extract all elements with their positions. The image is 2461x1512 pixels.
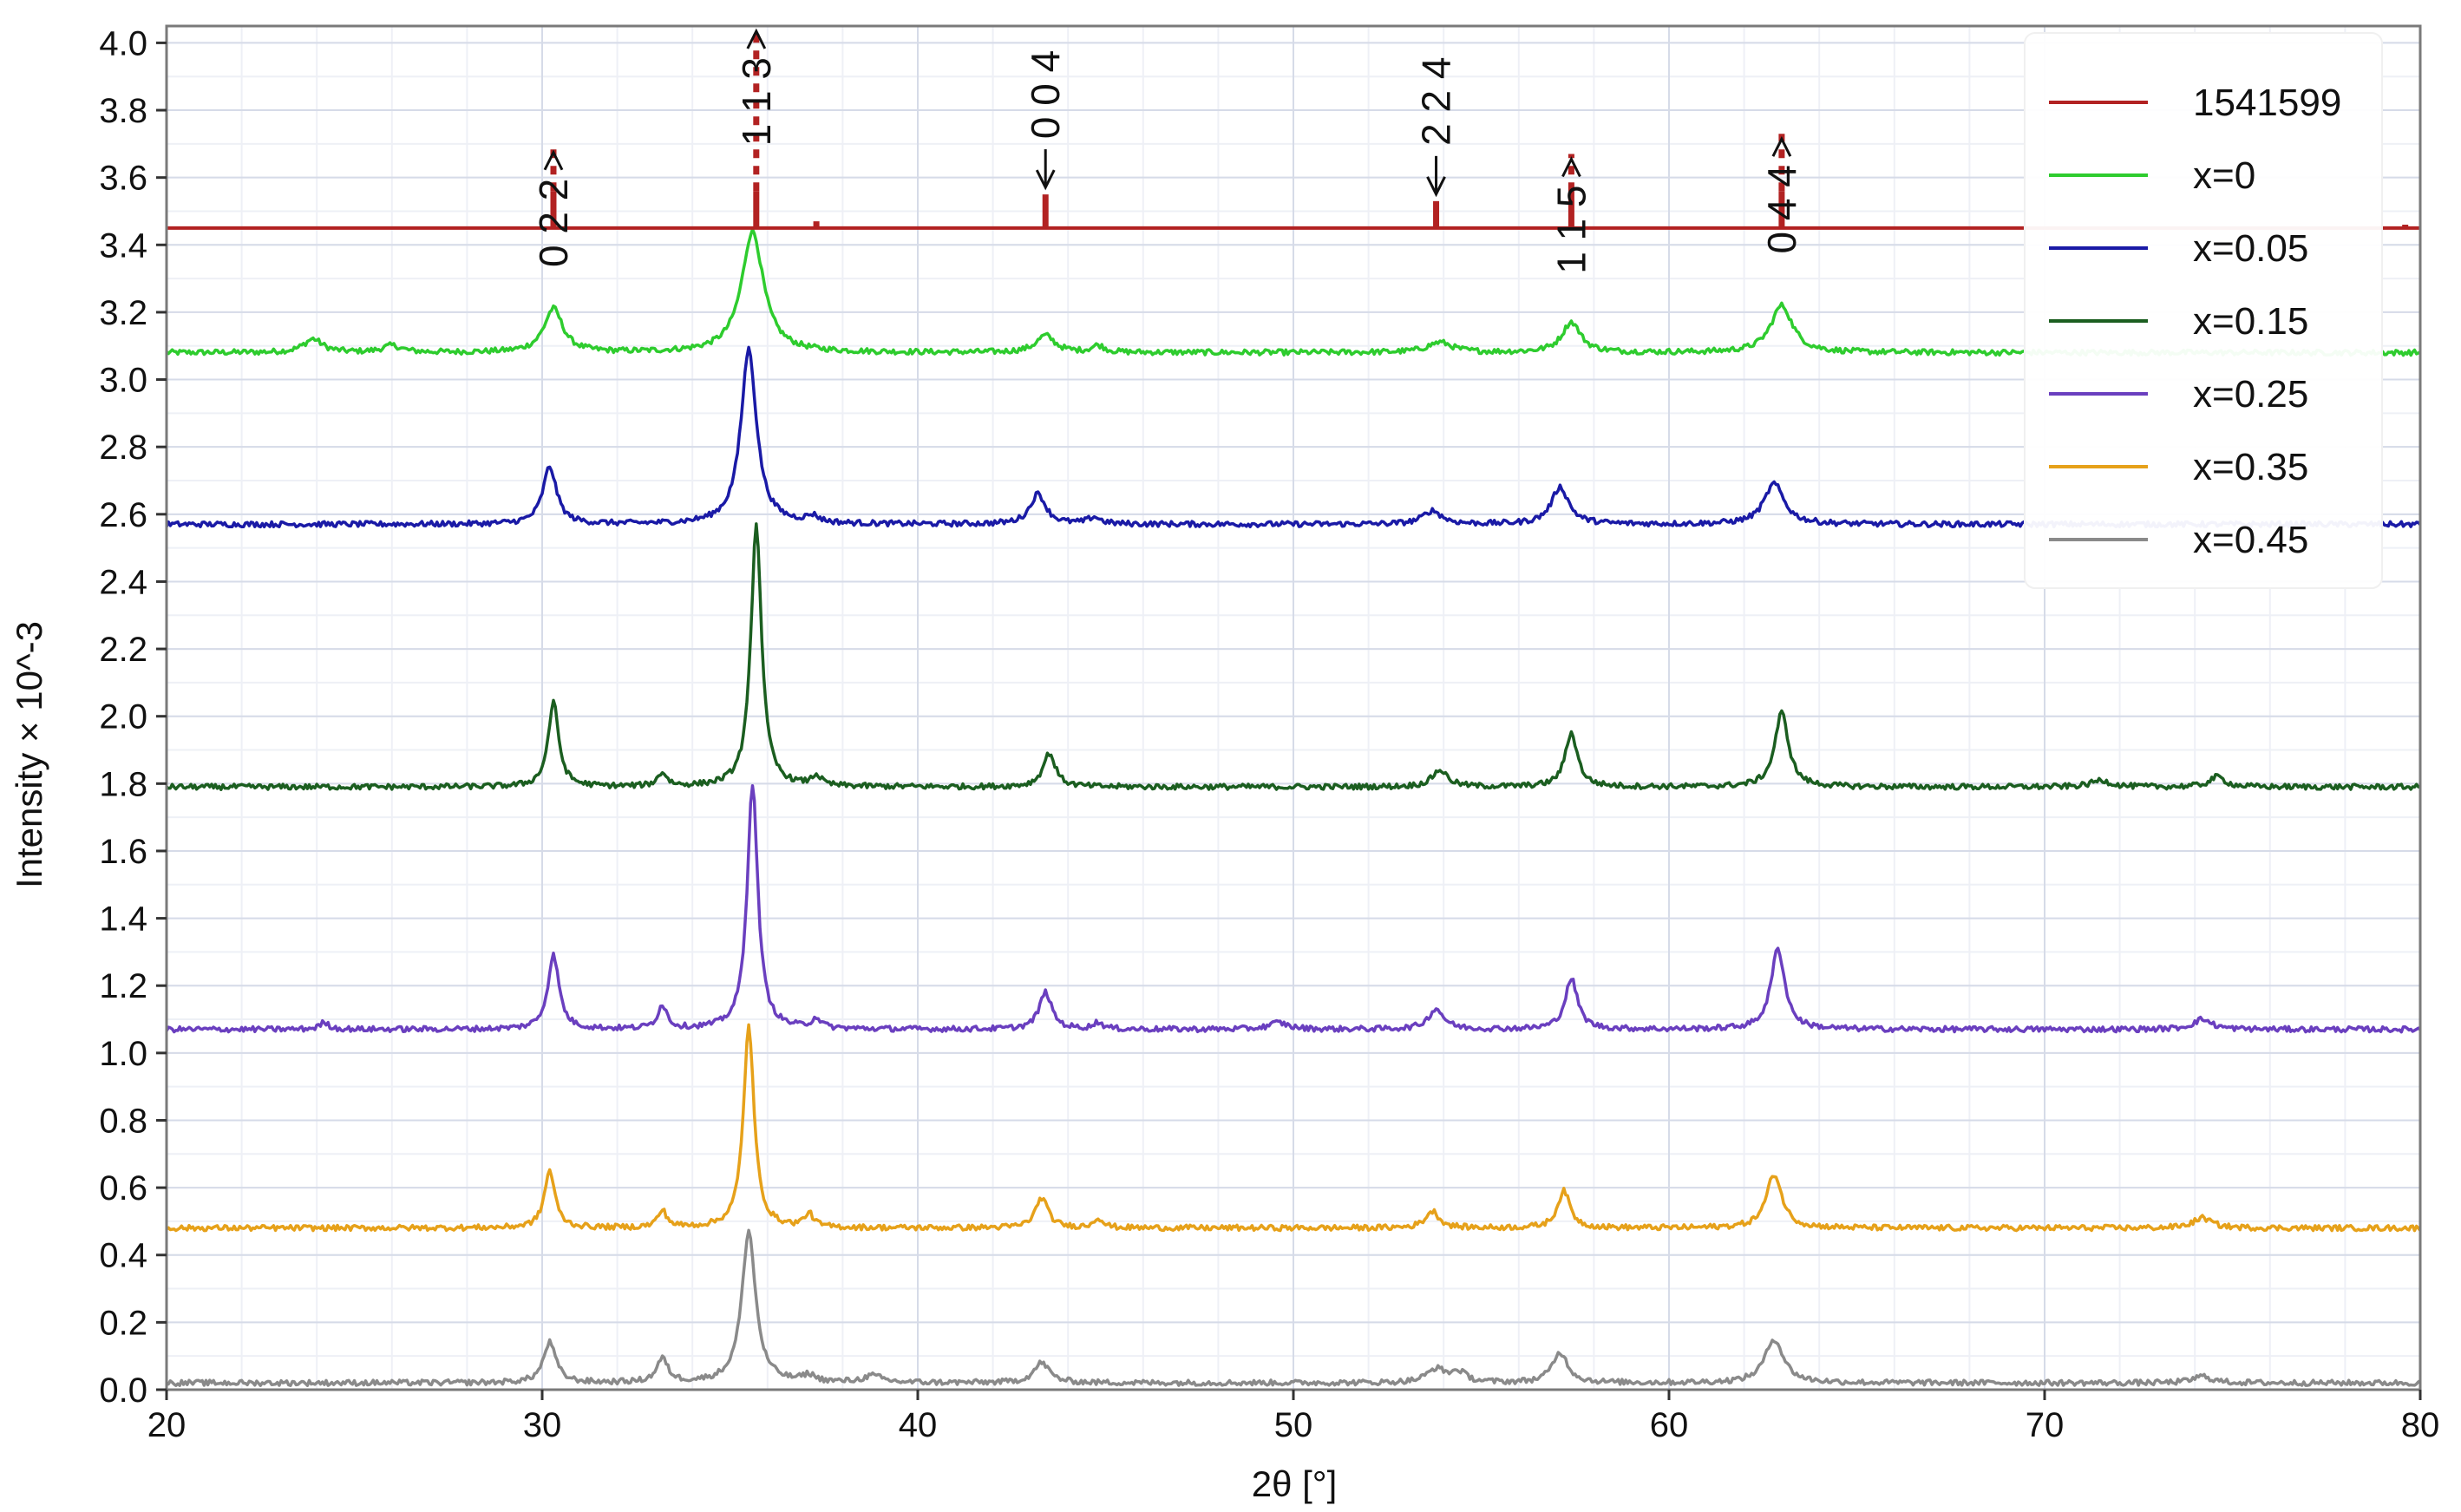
hkl-arrow-up-0 xyxy=(543,149,564,171)
axes-layer: 20 30 40 50 60 70 80 0.0 0.2 0.4 0.6 0.8 1.0 1.2 1.4 1.… xyxy=(99,24,2439,1444)
series-line-2 xyxy=(165,522,2421,791)
hkl-label-5: 0 4 4 xyxy=(1759,165,1804,253)
y-tick-label: 0.8 xyxy=(99,1102,147,1140)
hkl-arrow-up-5 xyxy=(1771,135,1792,157)
legend-label-5: x=0.35 xyxy=(2193,446,2308,488)
y-tick-label: 3.2 xyxy=(99,294,147,332)
hkl-label-4: 1 1 5 xyxy=(1548,185,1594,273)
legend-label-2: x=0.05 xyxy=(2193,227,2308,270)
y-tick-label: 1.8 xyxy=(99,765,147,803)
legend-label-3: x=0.15 xyxy=(2193,300,2308,343)
x-tick-label: 80 xyxy=(2401,1406,2440,1444)
hkl-arrow-down-3 xyxy=(1426,176,1446,198)
y-tick-label: 1.4 xyxy=(99,900,147,939)
y-tick-label: 3.4 xyxy=(99,226,147,265)
x-tick-label: 20 xyxy=(147,1406,187,1444)
y-tick-label: 2.6 xyxy=(99,496,147,534)
hkl-label-2: 0 0 4 xyxy=(1023,50,1068,139)
hkl-label-1: 1 1 3 xyxy=(734,57,779,146)
y-tick-label: 2.0 xyxy=(99,698,147,736)
x-tick-label: 60 xyxy=(1650,1406,1689,1444)
series-line-3 xyxy=(165,783,2422,1034)
reference-layer: 0 2 2 1 1 3 0 0 4 2 2 4 1 1 5 0 4 4 xyxy=(167,26,2420,274)
legend-box xyxy=(2024,32,2383,589)
x-tick-label: 50 xyxy=(1274,1406,1313,1444)
y-tick-label: 2.8 xyxy=(99,429,147,467)
y-tick-label: 0.2 xyxy=(99,1304,147,1342)
hkl-arrow-down-2 xyxy=(1035,169,1056,191)
y-tick-label: 0.6 xyxy=(99,1169,147,1208)
legend-label-4: x=0.25 xyxy=(2193,373,2308,416)
hkl-arrow-up-1 xyxy=(746,28,767,49)
y-tick-label: 3.6 xyxy=(99,160,147,198)
y-tick-label: 1.0 xyxy=(99,1035,147,1073)
x-tick-label: 40 xyxy=(899,1406,938,1444)
y-tick-label: 0.4 xyxy=(99,1237,147,1275)
hkl-label-0: 0 2 2 xyxy=(531,179,576,267)
y-axis-title: Intensity × 10^-3 xyxy=(9,621,49,888)
y-tick-label: 0.0 xyxy=(99,1371,147,1410)
y-tick-label: 2.2 xyxy=(99,631,147,669)
y-tick-label: 3.8 xyxy=(99,92,147,130)
legend-label-6: x=0.45 xyxy=(2193,519,2308,561)
x-tick-label: 30 xyxy=(523,1406,562,1444)
y-tick-label: 3.0 xyxy=(99,362,147,400)
legend-label-0: 1541599 xyxy=(2193,82,2341,124)
legend: 1541599 x=0 x=0.05 x=0.15 x=0.25 x=0.35 x=0.45 xyxy=(2024,32,2383,589)
series-line-4 xyxy=(165,1023,2422,1233)
y-tick-label: 4.0 xyxy=(99,24,147,62)
hkl-label-3: 2 2 4 xyxy=(1414,57,1459,146)
y-tick-label: 2.4 xyxy=(99,563,147,601)
x-axis-title: 2θ [°] xyxy=(1252,1463,1338,1504)
series-line-5 xyxy=(166,1228,2421,1387)
x-tick-label: 70 xyxy=(2026,1406,2065,1444)
y-tick-label: 1.2 xyxy=(99,967,147,1005)
series-layer xyxy=(165,227,2422,1387)
hkl-arrow-up-4 xyxy=(1561,156,1581,178)
legend-label-1: x=0 xyxy=(2193,154,2255,197)
y-tick-label: 1.6 xyxy=(99,833,147,871)
